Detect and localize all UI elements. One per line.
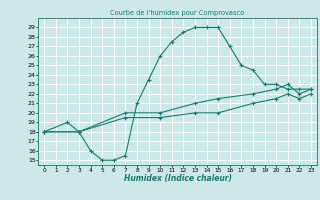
X-axis label: Humidex (Indice chaleur): Humidex (Indice chaleur): [124, 174, 232, 183]
Title: Courbe de l'humidex pour Comprovasco: Courbe de l'humidex pour Comprovasco: [110, 10, 245, 16]
